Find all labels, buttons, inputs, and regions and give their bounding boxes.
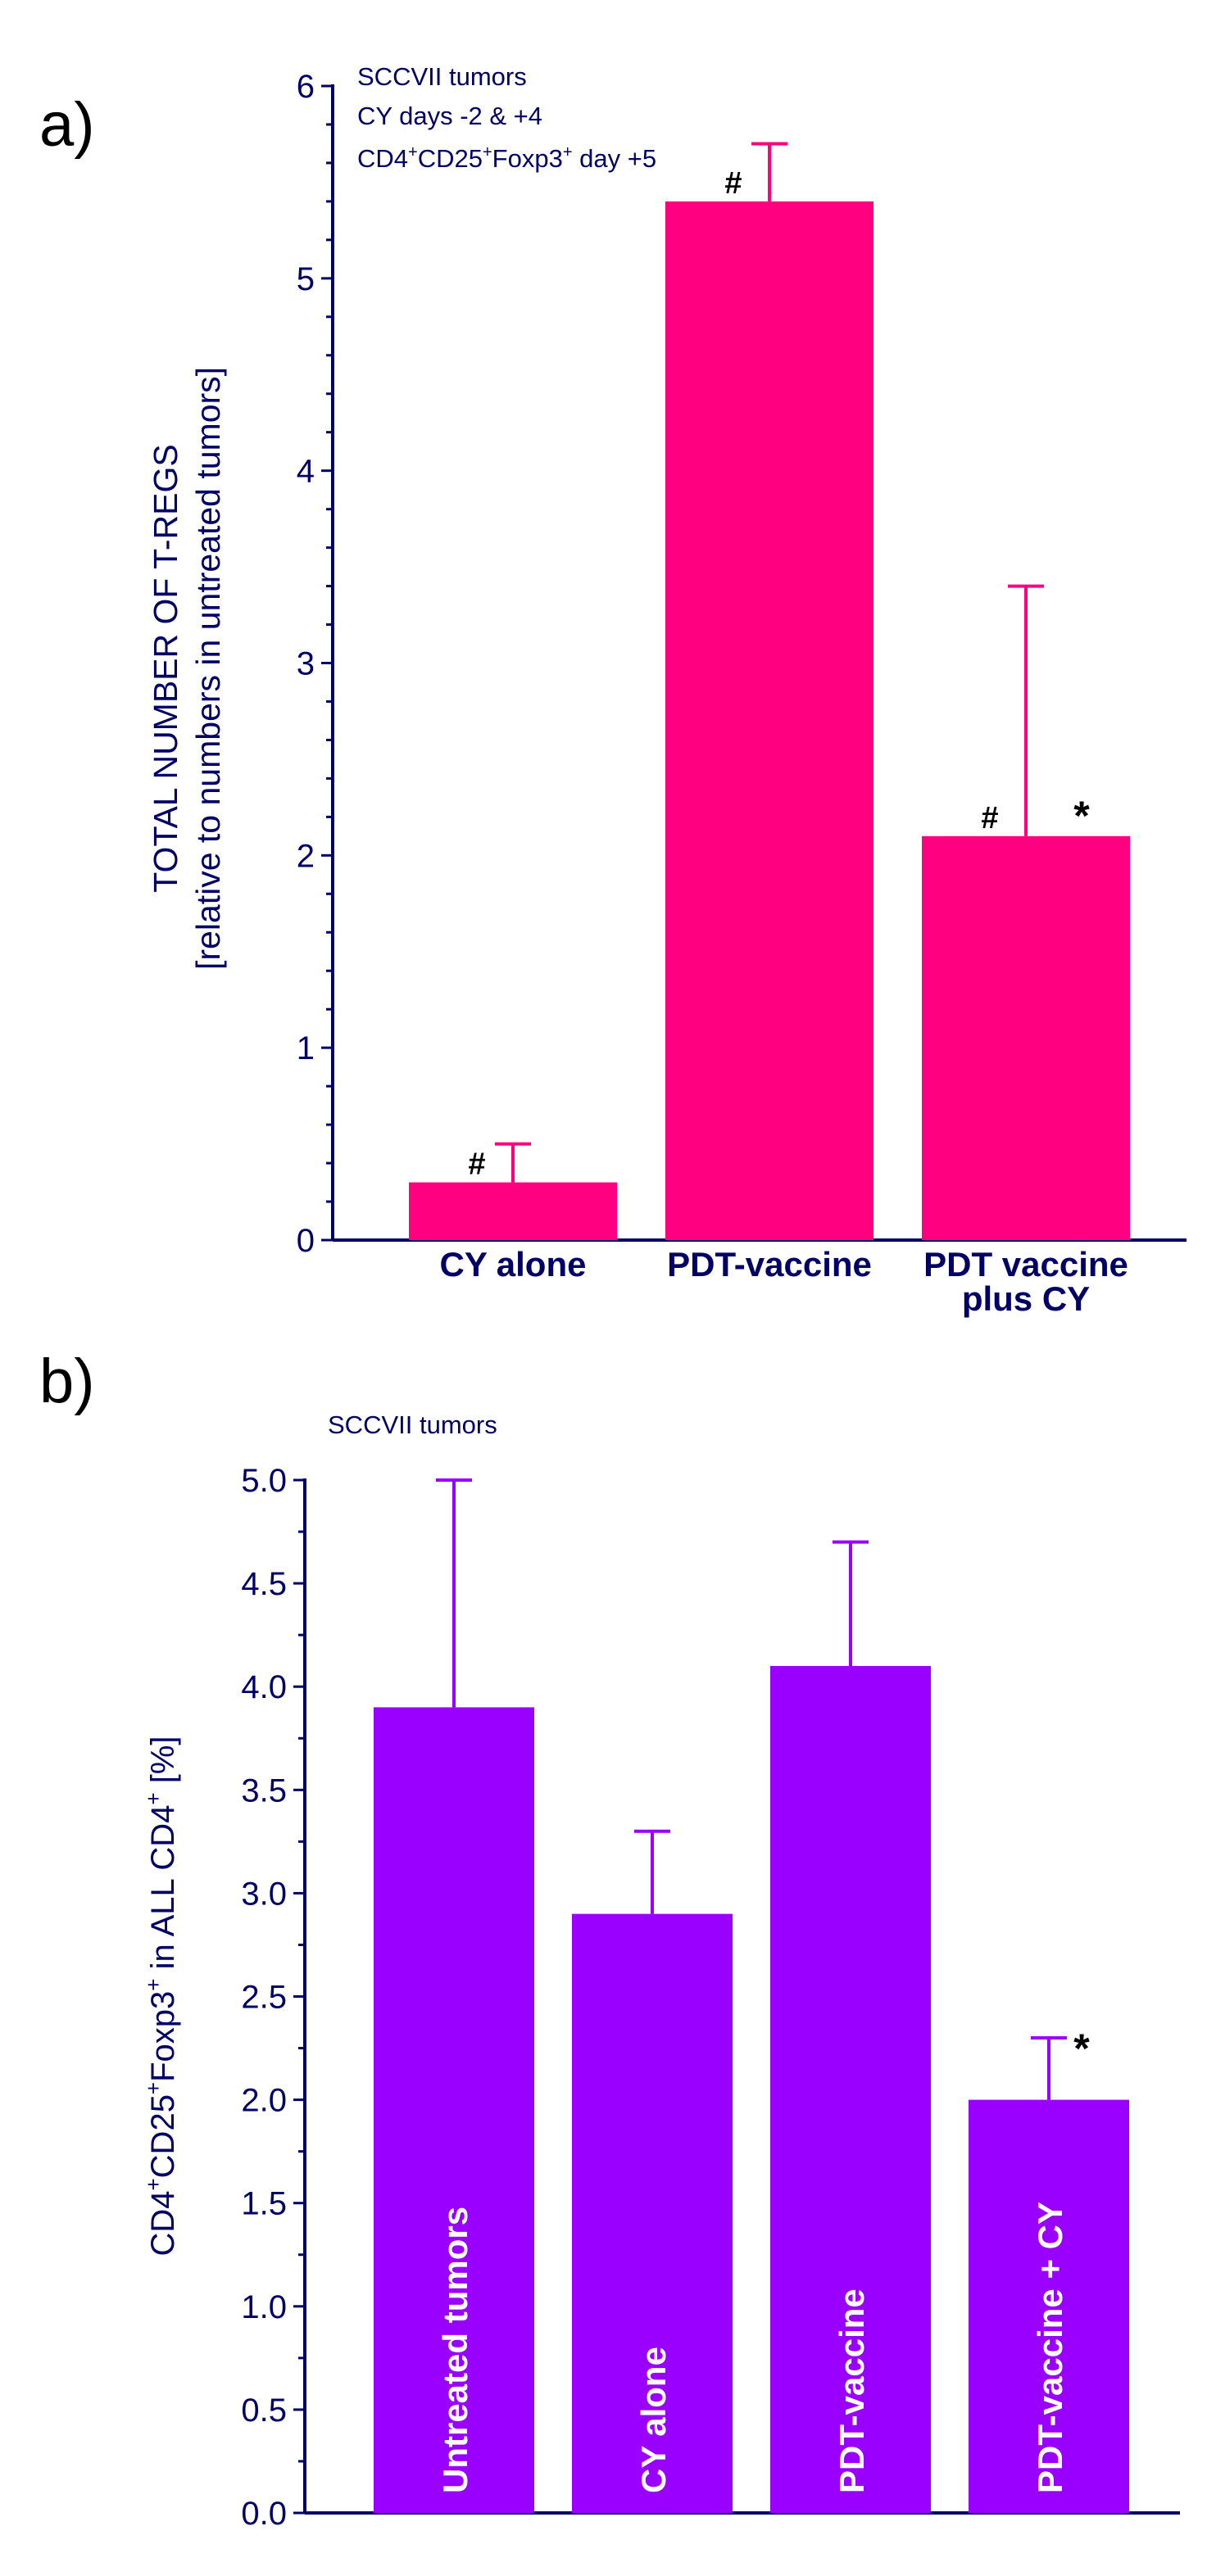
annotation-line-2: CY days -2 & +4 — [357, 102, 542, 130]
annotation-line-1: SCCVII tumors — [357, 62, 527, 91]
y-tick-label: 0 — [297, 1223, 315, 1259]
panel-b-label: b) — [39, 1347, 95, 1416]
panel-a-ylabel-line-1: TOTAL NUMBER OF T-REGS — [147, 444, 184, 893]
panel-a-text: SCCVII tumors CY days -2 & +4 CD4+CD25+F… — [147, 62, 656, 970]
category-label-group: CY alone — [634, 2347, 673, 2493]
category-label: PDT-vaccine — [833, 2289, 871, 2493]
y-tick-label: 6 — [297, 69, 315, 105]
significance-marker: # — [724, 166, 742, 201]
y-tick-label: 0.5 — [241, 2393, 287, 2429]
bar — [665, 201, 873, 1240]
y-tick-label: 3.5 — [241, 1772, 287, 1809]
y-tick-label: 2.0 — [241, 2083, 287, 2119]
panel-a-ylabel-line-2: [relative to numbers in untreated tumors… — [189, 367, 227, 970]
bar — [969, 2099, 1129, 2513]
y-tick-label: 1 — [297, 1030, 315, 1066]
category-label: PDT-vaccine — [667, 1245, 872, 1283]
panel-b-annotation: SCCVII tumors — [328, 1410, 497, 1439]
y-tick-label: 1.0 — [241, 2289, 287, 2325]
y-tick-label: 3 — [297, 646, 315, 682]
significance-marker: # — [981, 801, 998, 835]
bar — [409, 1182, 617, 1240]
y-tick-label: 5 — [297, 261, 315, 297]
y-tick-label: 4.5 — [241, 1566, 287, 1602]
category-label: PDT vaccine — [923, 1245, 1128, 1283]
category-label-group: PDT-vaccine + CY — [1031, 2202, 1069, 2493]
y-tick-label: 2.5 — [241, 1980, 287, 2016]
category-label: Untreated tumors — [436, 2207, 474, 2493]
y-tick-label: 1.5 — [241, 2186, 287, 2222]
y-tick-label: 2 — [297, 838, 315, 874]
bar — [770, 1665, 931, 2513]
category-label: CY alone — [634, 2347, 673, 2493]
significance-marker: # — [468, 1148, 485, 1182]
bar — [922, 835, 1130, 1240]
bar — [374, 1707, 534, 2513]
significance-marker: * — [1073, 793, 1090, 839]
bar — [572, 1913, 733, 2513]
y-tick-label: 3.0 — [241, 1876, 287, 1912]
panel-b: b) SCCVII tumors 0.0 0.5 1.0 1.5 2.0 2.5 3.0 3.… — [39, 1347, 1180, 2532]
panel-b-axes: 0.0 0.5 1.0 1.5 2.0 2.5 3.0 3.5 4.0 4.5 5.0 — [241, 1463, 1180, 2532]
panel-a-label: a) — [39, 90, 95, 160]
category-label-group: PDT-vaccine — [833, 2289, 871, 2493]
panel-a: a) 0 1 2 3 4 5 6 # CY alone # PDT-vaccine # * PDT va… — [39, 62, 1187, 1318]
category-label: plus CY — [962, 1279, 1090, 1318]
y-tick-label: 5.0 — [241, 1463, 287, 1499]
y-tick-label: 4.0 — [241, 1669, 287, 1705]
category-label-group: Untreated tumors — [436, 2207, 474, 2493]
panel-b-bars: Untreated tumors CY alone PDT-vaccine * PDT-… — [374, 1478, 1129, 2513]
significance-marker: * — [1073, 2026, 1090, 2071]
y-tick-label: 0.0 — [241, 2496, 287, 2532]
y-tick-label: 4 — [297, 454, 315, 490]
category-label: CY alone — [440, 1245, 587, 1283]
annotation-line-3: CD4+CD25+Foxp3+ day +5 — [357, 143, 656, 173]
panel-b-ylabel: CD4+CD25+Foxp3+ in ALL CD4+ [%] — [141, 1736, 181, 2256]
category-label: PDT-vaccine + CY — [1031, 2202, 1069, 2493]
